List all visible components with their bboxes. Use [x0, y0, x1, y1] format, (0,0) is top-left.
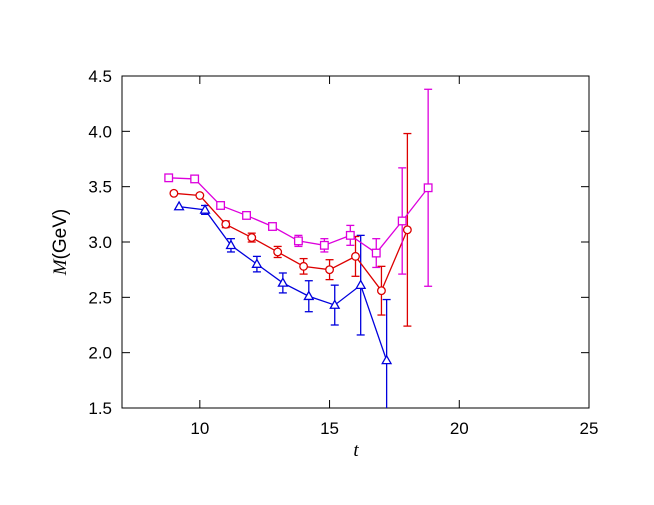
data-point-triangle [381, 354, 393, 365]
series-layer [164, 88, 433, 408]
data-point-square [268, 222, 277, 231]
data-point-circle [402, 225, 412, 235]
x-tick-label: 25 [580, 419, 599, 438]
axis-ticks [122, 75, 590, 409]
series-square [164, 88, 433, 287]
data-point-triangle [225, 239, 237, 250]
y-tick-label: 4.5 [88, 67, 112, 86]
data-point-circle [299, 261, 309, 271]
data-point-triangle [251, 258, 263, 268]
x-axis-label: t [353, 440, 359, 461]
x-tick-label: 10 [190, 419, 209, 438]
data-point-circle [325, 265, 335, 275]
data-point-circle [351, 251, 360, 261]
y-axis-label: M(GeV) [50, 209, 71, 277]
data-point-circle [376, 286, 386, 296]
data-point-square [397, 216, 407, 226]
y-tick-label: 3.5 [88, 178, 112, 197]
series-triangle [173, 200, 393, 408]
data-point-triangle [355, 279, 367, 290]
y-tick-label: 2.0 [88, 344, 112, 363]
y-axis-label-symbol: M [50, 258, 71, 276]
y-axis-label-unit: (GeV) [50, 209, 71, 260]
data-point-square [164, 173, 174, 183]
data-point-triangle [329, 299, 341, 309]
data-point-square [319, 240, 329, 250]
y-tick-label: 1.5 [88, 399, 112, 418]
data-point-square [345, 230, 355, 240]
data-point-square [293, 236, 303, 246]
y-tick-label: 2.5 [88, 288, 112, 307]
data-point-square [423, 183, 433, 193]
tick-labels: 10 15 20 25 1.5 2.0 2.5 3.0 3.5 4.0 4.5 [88, 67, 598, 438]
x-tick-label: 20 [450, 419, 469, 438]
series-line-circle [173, 192, 408, 292]
data-point-triangle [173, 200, 185, 211]
y-tick-label: 3.0 [88, 233, 112, 252]
data-point-circle [221, 219, 231, 229]
data-point-square [216, 201, 226, 210]
data-point-circle [273, 247, 283, 257]
data-point-circle [195, 191, 205, 200]
data-point-circle [247, 233, 257, 243]
x-tick-label: 15 [320, 419, 339, 438]
data-point-square [371, 248, 381, 258]
data-point-triangle [303, 290, 315, 301]
data-point-triangle [277, 277, 289, 287]
data-point-square [190, 174, 200, 184]
y-tick-label: 4.0 [88, 122, 112, 141]
data-point-square [242, 210, 251, 220]
series-circle [169, 132, 412, 327]
data-point-circle [169, 188, 179, 198]
data-point-triangle [199, 203, 211, 214]
